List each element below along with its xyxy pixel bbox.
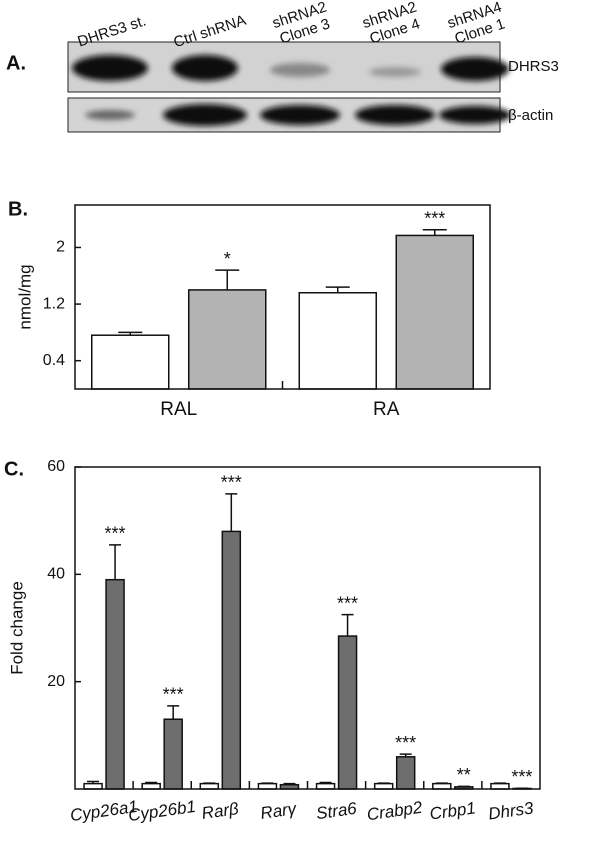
significance: *** bbox=[395, 733, 416, 753]
significance: *** bbox=[221, 473, 242, 493]
x-tick-label: Crabp2 bbox=[366, 798, 424, 825]
significance: *** bbox=[105, 524, 126, 544]
error-bar bbox=[118, 331, 143, 336]
bar bbox=[91, 334, 170, 390]
bar bbox=[199, 782, 220, 790]
x-tick-label: RA bbox=[373, 399, 400, 420]
bar bbox=[337, 635, 358, 790]
bar bbox=[221, 530, 242, 790]
significance: ** bbox=[457, 765, 471, 785]
error-bar bbox=[167, 705, 180, 720]
x-tick-label: Stra6 bbox=[315, 799, 358, 824]
y-tick-label: 60 bbox=[47, 458, 65, 475]
bar bbox=[105, 578, 125, 790]
error-bar bbox=[325, 286, 350, 293]
bar bbox=[490, 782, 510, 790]
y-tick-label: 20 bbox=[47, 673, 65, 690]
x-tick-label: Crbp1 bbox=[428, 798, 477, 823]
x-tick-label: Rarγ bbox=[259, 799, 299, 823]
plot-frame bbox=[74, 204, 491, 390]
blot-bands bbox=[72, 55, 511, 126]
significance: *** bbox=[424, 209, 445, 229]
y-tick-label: 1.2 bbox=[43, 295, 65, 312]
error-bar bbox=[261, 782, 274, 784]
bar bbox=[257, 782, 278, 790]
error-bar bbox=[435, 782, 448, 784]
error-bar bbox=[225, 493, 238, 532]
bar bbox=[373, 782, 394, 790]
bar bbox=[432, 782, 452, 790]
error-bar bbox=[457, 785, 470, 788]
row-label: β-actin bbox=[508, 107, 553, 124]
bar bbox=[395, 756, 416, 790]
y-tick-label: 0.4 bbox=[43, 352, 65, 369]
y-tick-label: 40 bbox=[47, 566, 65, 583]
y-axis-label: Fold change bbox=[7, 581, 26, 675]
x-tick-label: Rarβ bbox=[200, 799, 240, 823]
error-bar bbox=[399, 753, 412, 757]
error-bar bbox=[283, 782, 296, 785]
error-bar bbox=[422, 229, 447, 236]
row-label: DHRS3 bbox=[508, 58, 559, 75]
x-tick-label: RAL bbox=[160, 399, 197, 420]
bar bbox=[163, 718, 183, 790]
bar bbox=[298, 292, 377, 390]
error-bar bbox=[341, 613, 354, 637]
bar bbox=[141, 782, 161, 790]
bar bbox=[83, 782, 103, 790]
error-bar bbox=[203, 782, 216, 784]
y-axis-label: nmol/mg bbox=[15, 264, 34, 329]
error-bar bbox=[145, 781, 158, 784]
error-bar bbox=[493, 782, 506, 784]
panel-label: A. bbox=[6, 52, 26, 74]
x-tick-label: Dhrs3 bbox=[487, 798, 535, 823]
significance: *** bbox=[337, 593, 358, 613]
y-tick-label: 2 bbox=[56, 239, 65, 256]
bar bbox=[395, 234, 474, 390]
error-bar bbox=[109, 544, 122, 580]
error-bar bbox=[319, 781, 332, 784]
plot-frame bbox=[74, 466, 541, 790]
significance: * bbox=[224, 249, 231, 269]
error-bar bbox=[215, 269, 240, 290]
panel-label: B. bbox=[8, 198, 28, 220]
panel-label: C. bbox=[4, 458, 24, 480]
bar bbox=[315, 782, 336, 790]
bar bbox=[188, 289, 267, 390]
error-bar bbox=[87, 780, 100, 784]
significance: *** bbox=[511, 767, 532, 787]
x-tick-label: Cyp26b1 bbox=[127, 797, 197, 825]
significance: *** bbox=[163, 685, 184, 705]
error-bar bbox=[377, 782, 390, 784]
